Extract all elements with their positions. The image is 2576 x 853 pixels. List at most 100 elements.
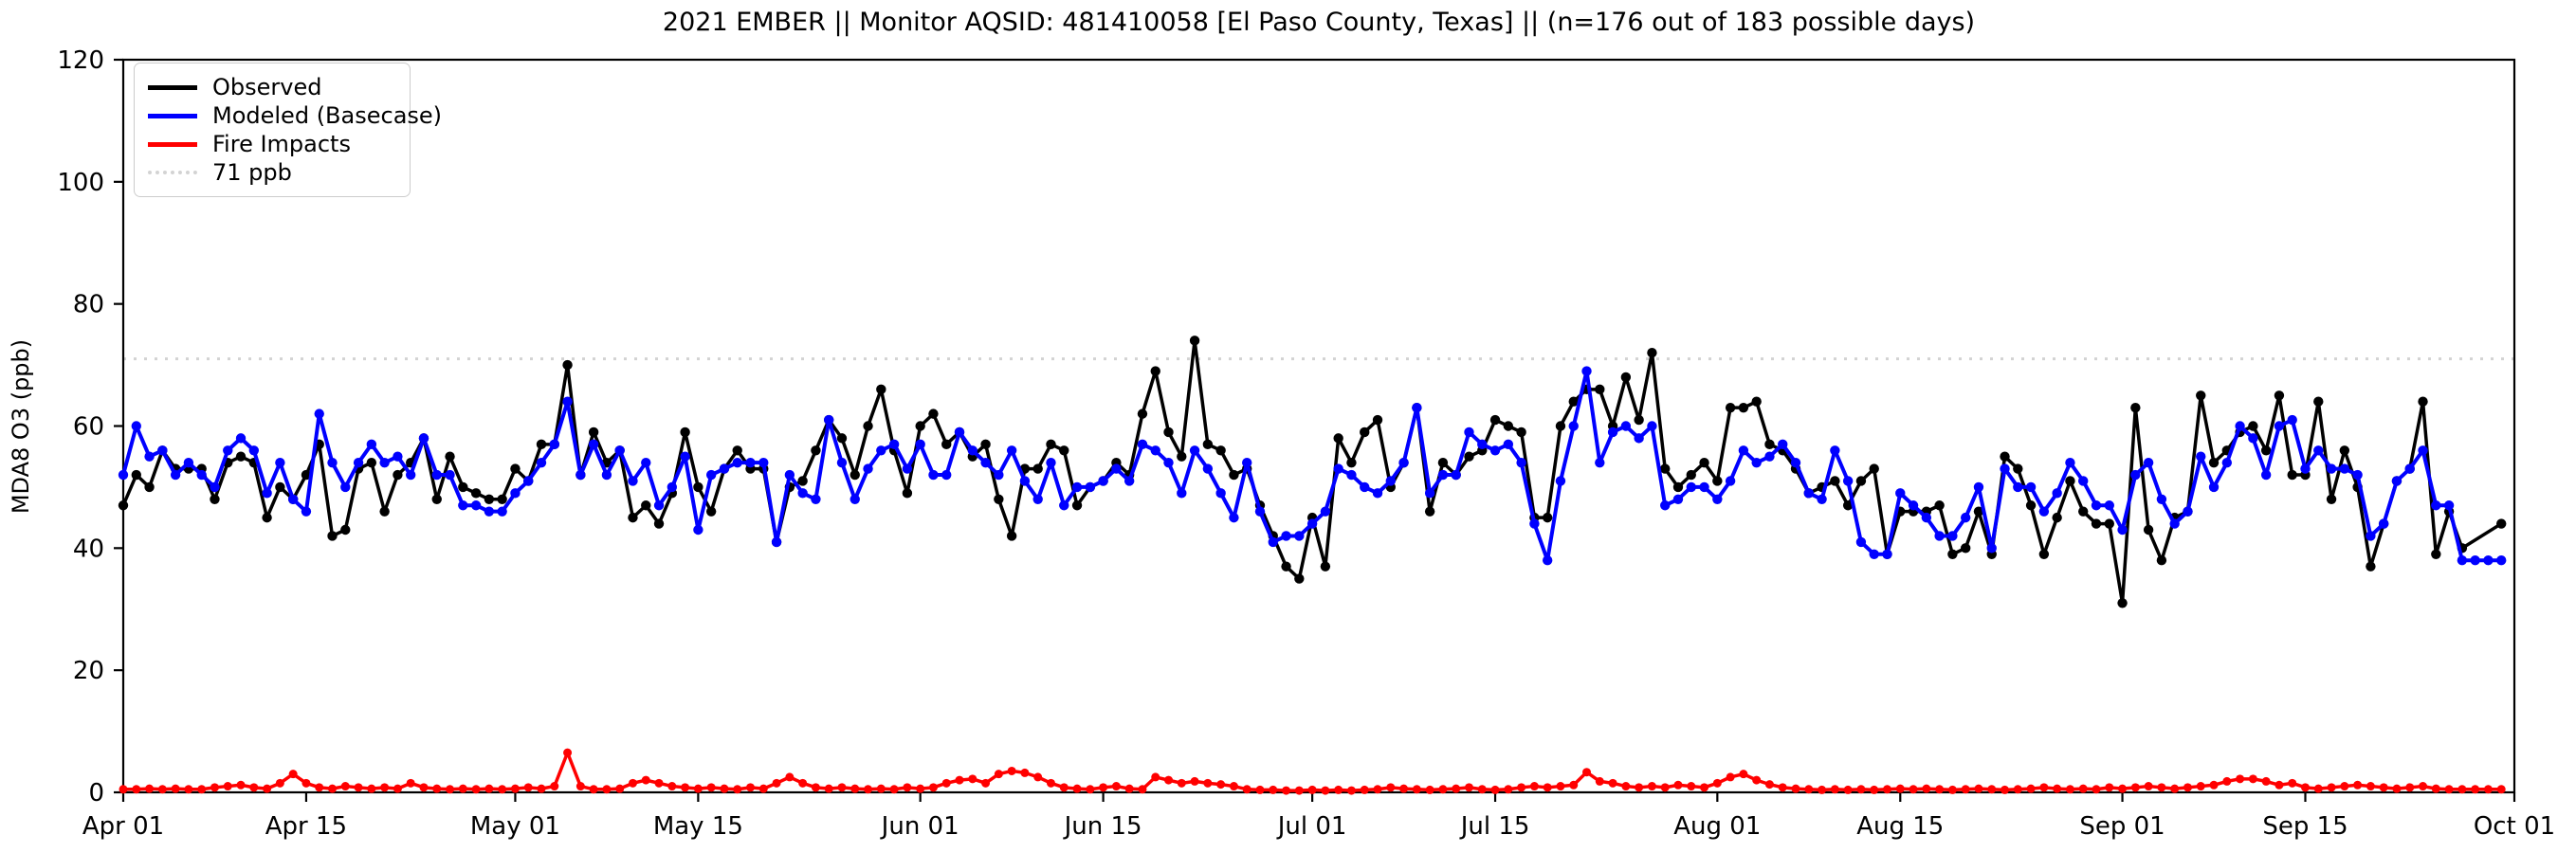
data-point bbox=[1306, 518, 1318, 529]
data-point bbox=[262, 488, 272, 499]
data-point bbox=[2104, 518, 2114, 529]
data-point bbox=[1438, 785, 1448, 794]
data-point bbox=[1229, 782, 1238, 791]
data-point bbox=[379, 506, 390, 517]
data-point bbox=[354, 783, 363, 792]
data-point bbox=[2352, 469, 2363, 481]
x-tick-label: Oct 01 bbox=[2474, 812, 2555, 841]
data-point bbox=[1660, 500, 1671, 511]
data-point bbox=[1163, 426, 1174, 438]
data-point bbox=[1935, 785, 1945, 794]
data-point bbox=[210, 494, 220, 504]
data-point bbox=[1006, 531, 1017, 541]
data-point bbox=[2025, 481, 2037, 493]
y-axis-label: MDA8 O3 (ppb) bbox=[8, 339, 34, 514]
data-point bbox=[2287, 414, 2297, 426]
data-point bbox=[733, 785, 742, 794]
data-point bbox=[1620, 372, 1632, 383]
data-point bbox=[1254, 506, 1266, 517]
data-point bbox=[262, 512, 272, 523]
data-point bbox=[2496, 785, 2506, 794]
data-point bbox=[171, 784, 180, 793]
data-point bbox=[132, 785, 141, 794]
data-point bbox=[235, 451, 247, 462]
data-point bbox=[1032, 463, 1043, 474]
data-point bbox=[2339, 463, 2350, 474]
data-point bbox=[693, 524, 703, 535]
data-point bbox=[575, 782, 585, 791]
data-point bbox=[1973, 506, 1984, 517]
data-point bbox=[1764, 780, 1774, 789]
data-point bbox=[2013, 785, 2022, 794]
data-point bbox=[1385, 476, 1396, 486]
x-tick-label: Aug 15 bbox=[1856, 812, 1944, 841]
data-point bbox=[1634, 433, 1644, 444]
data-point bbox=[1503, 439, 1514, 450]
data-point bbox=[1516, 426, 1526, 438]
data-point bbox=[981, 778, 991, 788]
data-point bbox=[1046, 457, 1056, 468]
data-point bbox=[1464, 451, 1474, 462]
x-tick-label: Sep 15 bbox=[2262, 812, 2348, 841]
y-tick-label: 120 bbox=[57, 46, 104, 75]
x-tick-label: Aug 01 bbox=[1673, 812, 1761, 841]
data-point bbox=[1412, 402, 1422, 413]
data-point bbox=[2418, 396, 2428, 407]
data-point bbox=[811, 783, 820, 792]
data-point bbox=[1869, 549, 1879, 559]
data-point bbox=[601, 469, 612, 481]
data-point bbox=[1607, 426, 1618, 438]
data-point bbox=[1360, 481, 1370, 493]
data-point bbox=[196, 469, 207, 481]
data-point bbox=[2419, 782, 2428, 791]
data-point bbox=[2496, 518, 2507, 529]
legend-item-observed: Observed bbox=[148, 73, 394, 101]
data-point bbox=[1556, 782, 1565, 791]
data-point bbox=[1529, 782, 1539, 791]
data-point bbox=[471, 785, 481, 794]
data-point bbox=[1333, 463, 1343, 474]
data-point bbox=[1634, 414, 1644, 426]
data-point bbox=[1124, 476, 1135, 486]
data-point bbox=[1190, 776, 1199, 786]
data-point bbox=[850, 784, 860, 793]
data-point bbox=[850, 494, 860, 504]
data-point bbox=[980, 439, 991, 450]
data-point bbox=[2196, 451, 2206, 462]
data-point bbox=[1960, 512, 1971, 523]
data-point bbox=[2378, 518, 2389, 529]
data-point bbox=[994, 770, 1003, 779]
data-point bbox=[653, 500, 665, 511]
data-point bbox=[1568, 421, 1579, 431]
data-point bbox=[1424, 506, 1435, 517]
data-point bbox=[2443, 500, 2455, 511]
data-point bbox=[523, 476, 534, 486]
data-point bbox=[1307, 785, 1317, 794]
data-point bbox=[1608, 778, 1617, 788]
data-point bbox=[1216, 780, 1226, 789]
legend-label: 71 ppb bbox=[212, 159, 292, 186]
x-tick-label: Jun 15 bbox=[1063, 812, 1142, 841]
data-point bbox=[1882, 549, 1892, 559]
data-point bbox=[823, 414, 834, 426]
data-point bbox=[1503, 421, 1514, 431]
data-point bbox=[2418, 445, 2428, 456]
data-point bbox=[771, 536, 782, 548]
data-point bbox=[2130, 783, 2140, 792]
data-point bbox=[431, 494, 442, 504]
data-point bbox=[1712, 778, 1722, 788]
data-point bbox=[2000, 463, 2010, 474]
data-point bbox=[484, 784, 494, 793]
data-point bbox=[797, 488, 808, 499]
data-point bbox=[2313, 396, 2324, 407]
data-point bbox=[1555, 421, 1566, 431]
data-point bbox=[1542, 555, 1553, 566]
data-point bbox=[798, 778, 808, 788]
data-point bbox=[2117, 524, 2128, 535]
axes-spines bbox=[121, 58, 2516, 794]
data-point bbox=[1752, 775, 1762, 785]
data-point bbox=[497, 494, 507, 504]
data-point bbox=[1987, 785, 1997, 794]
data-point bbox=[2444, 785, 2454, 794]
